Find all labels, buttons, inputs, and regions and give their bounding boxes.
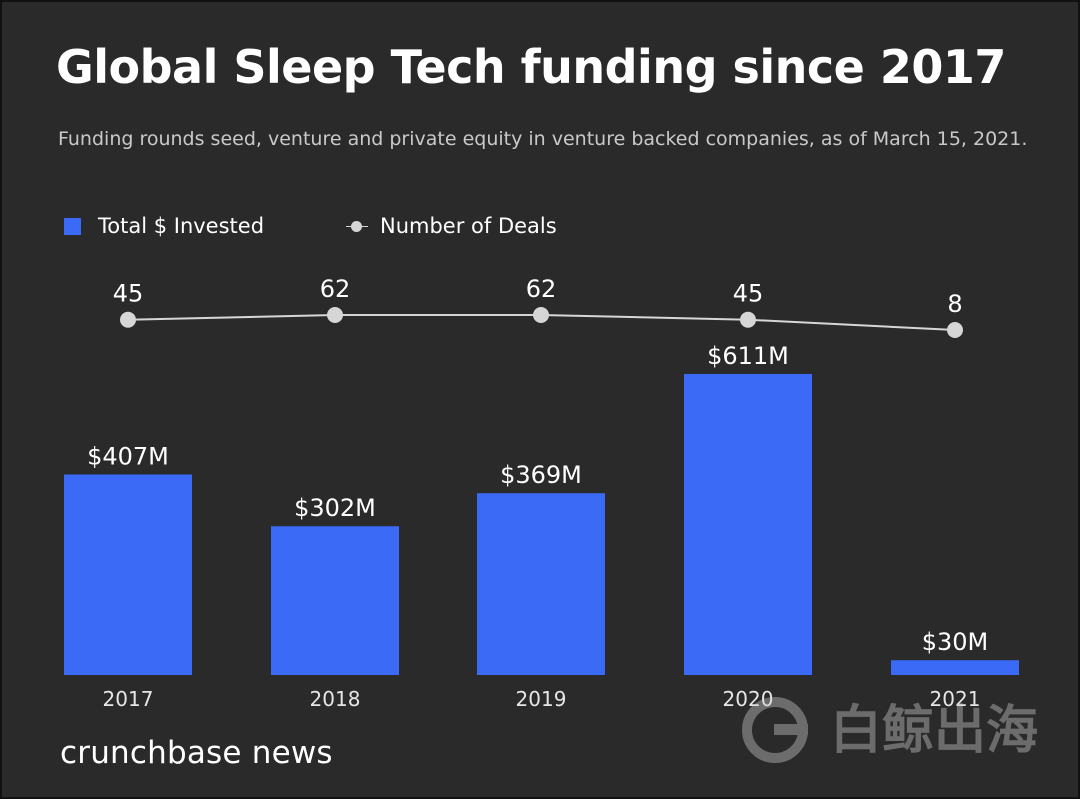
deal-value-label: 45 bbox=[113, 280, 144, 308]
bar-2021 bbox=[891, 660, 1019, 675]
legend-invested-label: Total $ Invested bbox=[98, 214, 265, 238]
bar-2017 bbox=[64, 474, 192, 675]
deal-value-label: 62 bbox=[320, 275, 351, 303]
bar-value-label: $407M bbox=[87, 442, 169, 470]
bar-2018 bbox=[271, 526, 399, 675]
chart-subtitle: Funding rounds seed, venture and private… bbox=[58, 128, 1028, 150]
bar-value-label: $30M bbox=[922, 628, 989, 656]
x-tick-label: 2021 bbox=[930, 687, 981, 711]
watermark-g-icon bbox=[742, 697, 808, 763]
deal-point bbox=[120, 311, 136, 328]
brand-logo-text: crunchbase news bbox=[60, 735, 333, 771]
x-tick-label: 2020 bbox=[723, 687, 774, 711]
deal-value-label: 62 bbox=[526, 275, 557, 303]
legend-bar-swatch bbox=[64, 217, 81, 235]
bar-value-label: $369M bbox=[500, 461, 582, 489]
legend-line-marker-icon bbox=[346, 218, 368, 235]
watermark-logo: 白鲸出海 bbox=[742, 697, 1038, 763]
chart-title: Global Sleep Tech funding since 2017 bbox=[56, 40, 1006, 94]
deal-value-label: 8 bbox=[947, 290, 962, 318]
legend-item-invested: Total $ Invested bbox=[64, 214, 264, 238]
bar-2020 bbox=[684, 374, 812, 675]
deal-point bbox=[327, 307, 343, 323]
deal-point bbox=[947, 322, 963, 338]
x-tick-label: 2019 bbox=[516, 687, 567, 711]
deal-value-label: 45 bbox=[733, 280, 764, 308]
x-tick-label: 2018 bbox=[310, 687, 361, 711]
bar-2019 bbox=[477, 493, 605, 675]
deal-point bbox=[533, 307, 549, 323]
bar-value-label: $302M bbox=[294, 494, 376, 522]
legend-item-deals: Number of Deals bbox=[346, 214, 557, 238]
x-tick-label: 2017 bbox=[103, 687, 154, 711]
deal-point bbox=[740, 311, 756, 328]
legend-deals-label: Number of Deals bbox=[380, 214, 557, 238]
bar-value-label: $611M bbox=[707, 342, 789, 370]
watermark-text: 白鲸出海 bbox=[830, 701, 1038, 761]
